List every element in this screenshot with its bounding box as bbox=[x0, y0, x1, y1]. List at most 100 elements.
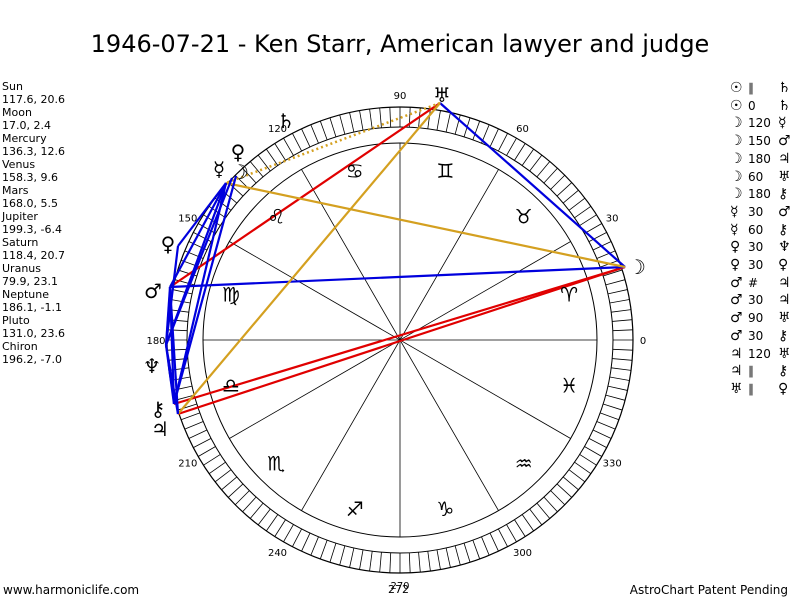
aspect-row: ♂ # ♃ bbox=[730, 275, 791, 293]
aspect-planet-b: ♅ bbox=[778, 168, 791, 185]
tick-mark bbox=[198, 446, 216, 457]
aspect-planet-a: ♂ bbox=[730, 310, 743, 327]
tick-mark bbox=[550, 174, 566, 190]
aspect-type: 180 bbox=[748, 187, 771, 202]
tick-mark bbox=[612, 329, 633, 332]
tick-mark bbox=[359, 110, 364, 131]
aspect-planet-a: ☽ bbox=[730, 168, 743, 185]
aspect-planet-b: ♀ bbox=[778, 380, 789, 397]
position-name: Neptune bbox=[2, 288, 50, 301]
degree-label: 150 bbox=[178, 214, 197, 225]
aspect-planet-b: ⚷ bbox=[778, 327, 789, 344]
position-name: Uranus bbox=[2, 262, 41, 275]
aspect-row: ♂ 30 ⚷ bbox=[730, 328, 791, 346]
tick-mark bbox=[234, 490, 250, 506]
tick-mark bbox=[607, 385, 628, 391]
degree-label: 0 bbox=[640, 336, 646, 347]
chiron-icon: ⚷ bbox=[151, 397, 166, 421]
zodiac-signs: ♊ ♉ ♈ ♓ ♒ ♑ ♐ ♏ ♎ ♍ ♌ ♋ bbox=[222, 159, 578, 521]
zodiac-sign-icon: ♍ bbox=[222, 283, 240, 307]
tick-mark bbox=[543, 496, 558, 513]
moon-icon: ☽ bbox=[628, 255, 646, 279]
aspect-planet-a: ☿ bbox=[730, 203, 739, 220]
mercury-icon: ☿ bbox=[213, 157, 225, 181]
position-coords: 196.2, -7.0 bbox=[2, 353, 62, 366]
tick-mark bbox=[249, 502, 264, 519]
position-name: Moon bbox=[2, 106, 32, 119]
aspect-line bbox=[439, 102, 626, 268]
position-name: Pluto bbox=[2, 314, 30, 327]
aspect-line bbox=[164, 286, 172, 346]
tick-mark bbox=[472, 120, 481, 140]
aspect-line bbox=[169, 182, 227, 288]
aspect-planet-a: ♀ bbox=[730, 239, 741, 256]
zodiac-sign-icon: ♊ bbox=[436, 159, 454, 183]
aspect-planet-a: ♂ bbox=[730, 327, 743, 344]
tick-mark bbox=[454, 114, 461, 135]
aspect-planet-a: ☉ bbox=[730, 97, 743, 114]
tick-mark bbox=[592, 429, 612, 439]
patent-note: AstroChart Patent Pending bbox=[629, 583, 788, 597]
aspect-lines bbox=[164, 101, 626, 416]
aspect-line bbox=[225, 101, 441, 185]
tick-mark bbox=[188, 429, 208, 439]
aspect-row: ☽ 180 ♃ bbox=[730, 151, 791, 169]
aspect-type: 120 bbox=[748, 116, 771, 131]
zodiac-sign-icon: ♎ bbox=[222, 373, 240, 397]
tick-mark bbox=[369, 108, 373, 129]
tick-mark bbox=[172, 289, 193, 295]
site-link[interactable]: www.harmoniclife.com bbox=[3, 583, 140, 597]
degree-label: 270 bbox=[390, 581, 409, 592]
tick-mark bbox=[556, 182, 573, 197]
aspect-planet-a: ♃ bbox=[730, 363, 743, 380]
tick-mark bbox=[521, 148, 534, 166]
tick-mark bbox=[249, 161, 264, 178]
tick-mark bbox=[257, 508, 271, 526]
degree-label: 30 bbox=[606, 214, 619, 225]
aspect-row: ☿ 60 ⚷ bbox=[730, 222, 791, 240]
tick-mark bbox=[436, 549, 441, 570]
tick-mark bbox=[556, 483, 573, 498]
tick-mark bbox=[445, 547, 451, 568]
position-coords: 131.0, 23.6 bbox=[2, 327, 65, 340]
aspect-line bbox=[177, 265, 626, 416]
tick-mark bbox=[612, 358, 633, 361]
position-coords: 186.1, -1.1 bbox=[2, 301, 62, 314]
tick-mark bbox=[292, 133, 303, 152]
tick-mark bbox=[588, 232, 607, 243]
aspect-row: ☽ 60 ♅ bbox=[730, 169, 791, 187]
aspect-row: ♀ 30 ♆ bbox=[730, 239, 791, 257]
tick-mark bbox=[568, 197, 586, 211]
tick-mark bbox=[506, 524, 517, 542]
zodiac-sign-icon: ♏ bbox=[267, 452, 285, 476]
aspect-line bbox=[173, 265, 626, 406]
aspect-type: 60 bbox=[748, 222, 764, 237]
aspect-row: ☽ 180 ⚷ bbox=[730, 186, 791, 204]
tick-mark bbox=[319, 120, 328, 140]
tick-mark bbox=[167, 348, 188, 351]
aspect-type: ∥ bbox=[748, 364, 754, 379]
tick-mark bbox=[463, 543, 471, 563]
aspect-line bbox=[225, 181, 626, 269]
zodiac-sign-icon: ♑ bbox=[436, 497, 454, 521]
aspect-line bbox=[164, 344, 176, 405]
tick-mark bbox=[609, 376, 630, 381]
tick-mark bbox=[257, 154, 271, 172]
zodiac-sign-icon: ♌ bbox=[267, 204, 285, 228]
position-coords: 118.4, 20.7 bbox=[2, 249, 65, 262]
tick-mark bbox=[609, 299, 630, 304]
tick-mark bbox=[497, 133, 508, 152]
tick-mark bbox=[408, 552, 411, 573]
aspect-planet-a: ♅ bbox=[730, 380, 743, 397]
tick-mark bbox=[481, 536, 490, 556]
aspect-row: ☉ 0 ♄ bbox=[730, 98, 791, 116]
tick-mark bbox=[536, 161, 551, 178]
tick-mark bbox=[605, 394, 626, 401]
tick-mark bbox=[427, 108, 431, 129]
aspect-row: ♂ 90 ♅ bbox=[730, 310, 791, 328]
tick-mark bbox=[611, 367, 632, 371]
planet-glyphs: ♅♄♀☿ ☽♀♂♆⚷♃☽ bbox=[143, 83, 646, 441]
zodiac-sign-icon: ♋ bbox=[346, 159, 364, 183]
position-coords: 17.0, 2.4 bbox=[2, 119, 51, 132]
tick-mark bbox=[579, 214, 597, 226]
